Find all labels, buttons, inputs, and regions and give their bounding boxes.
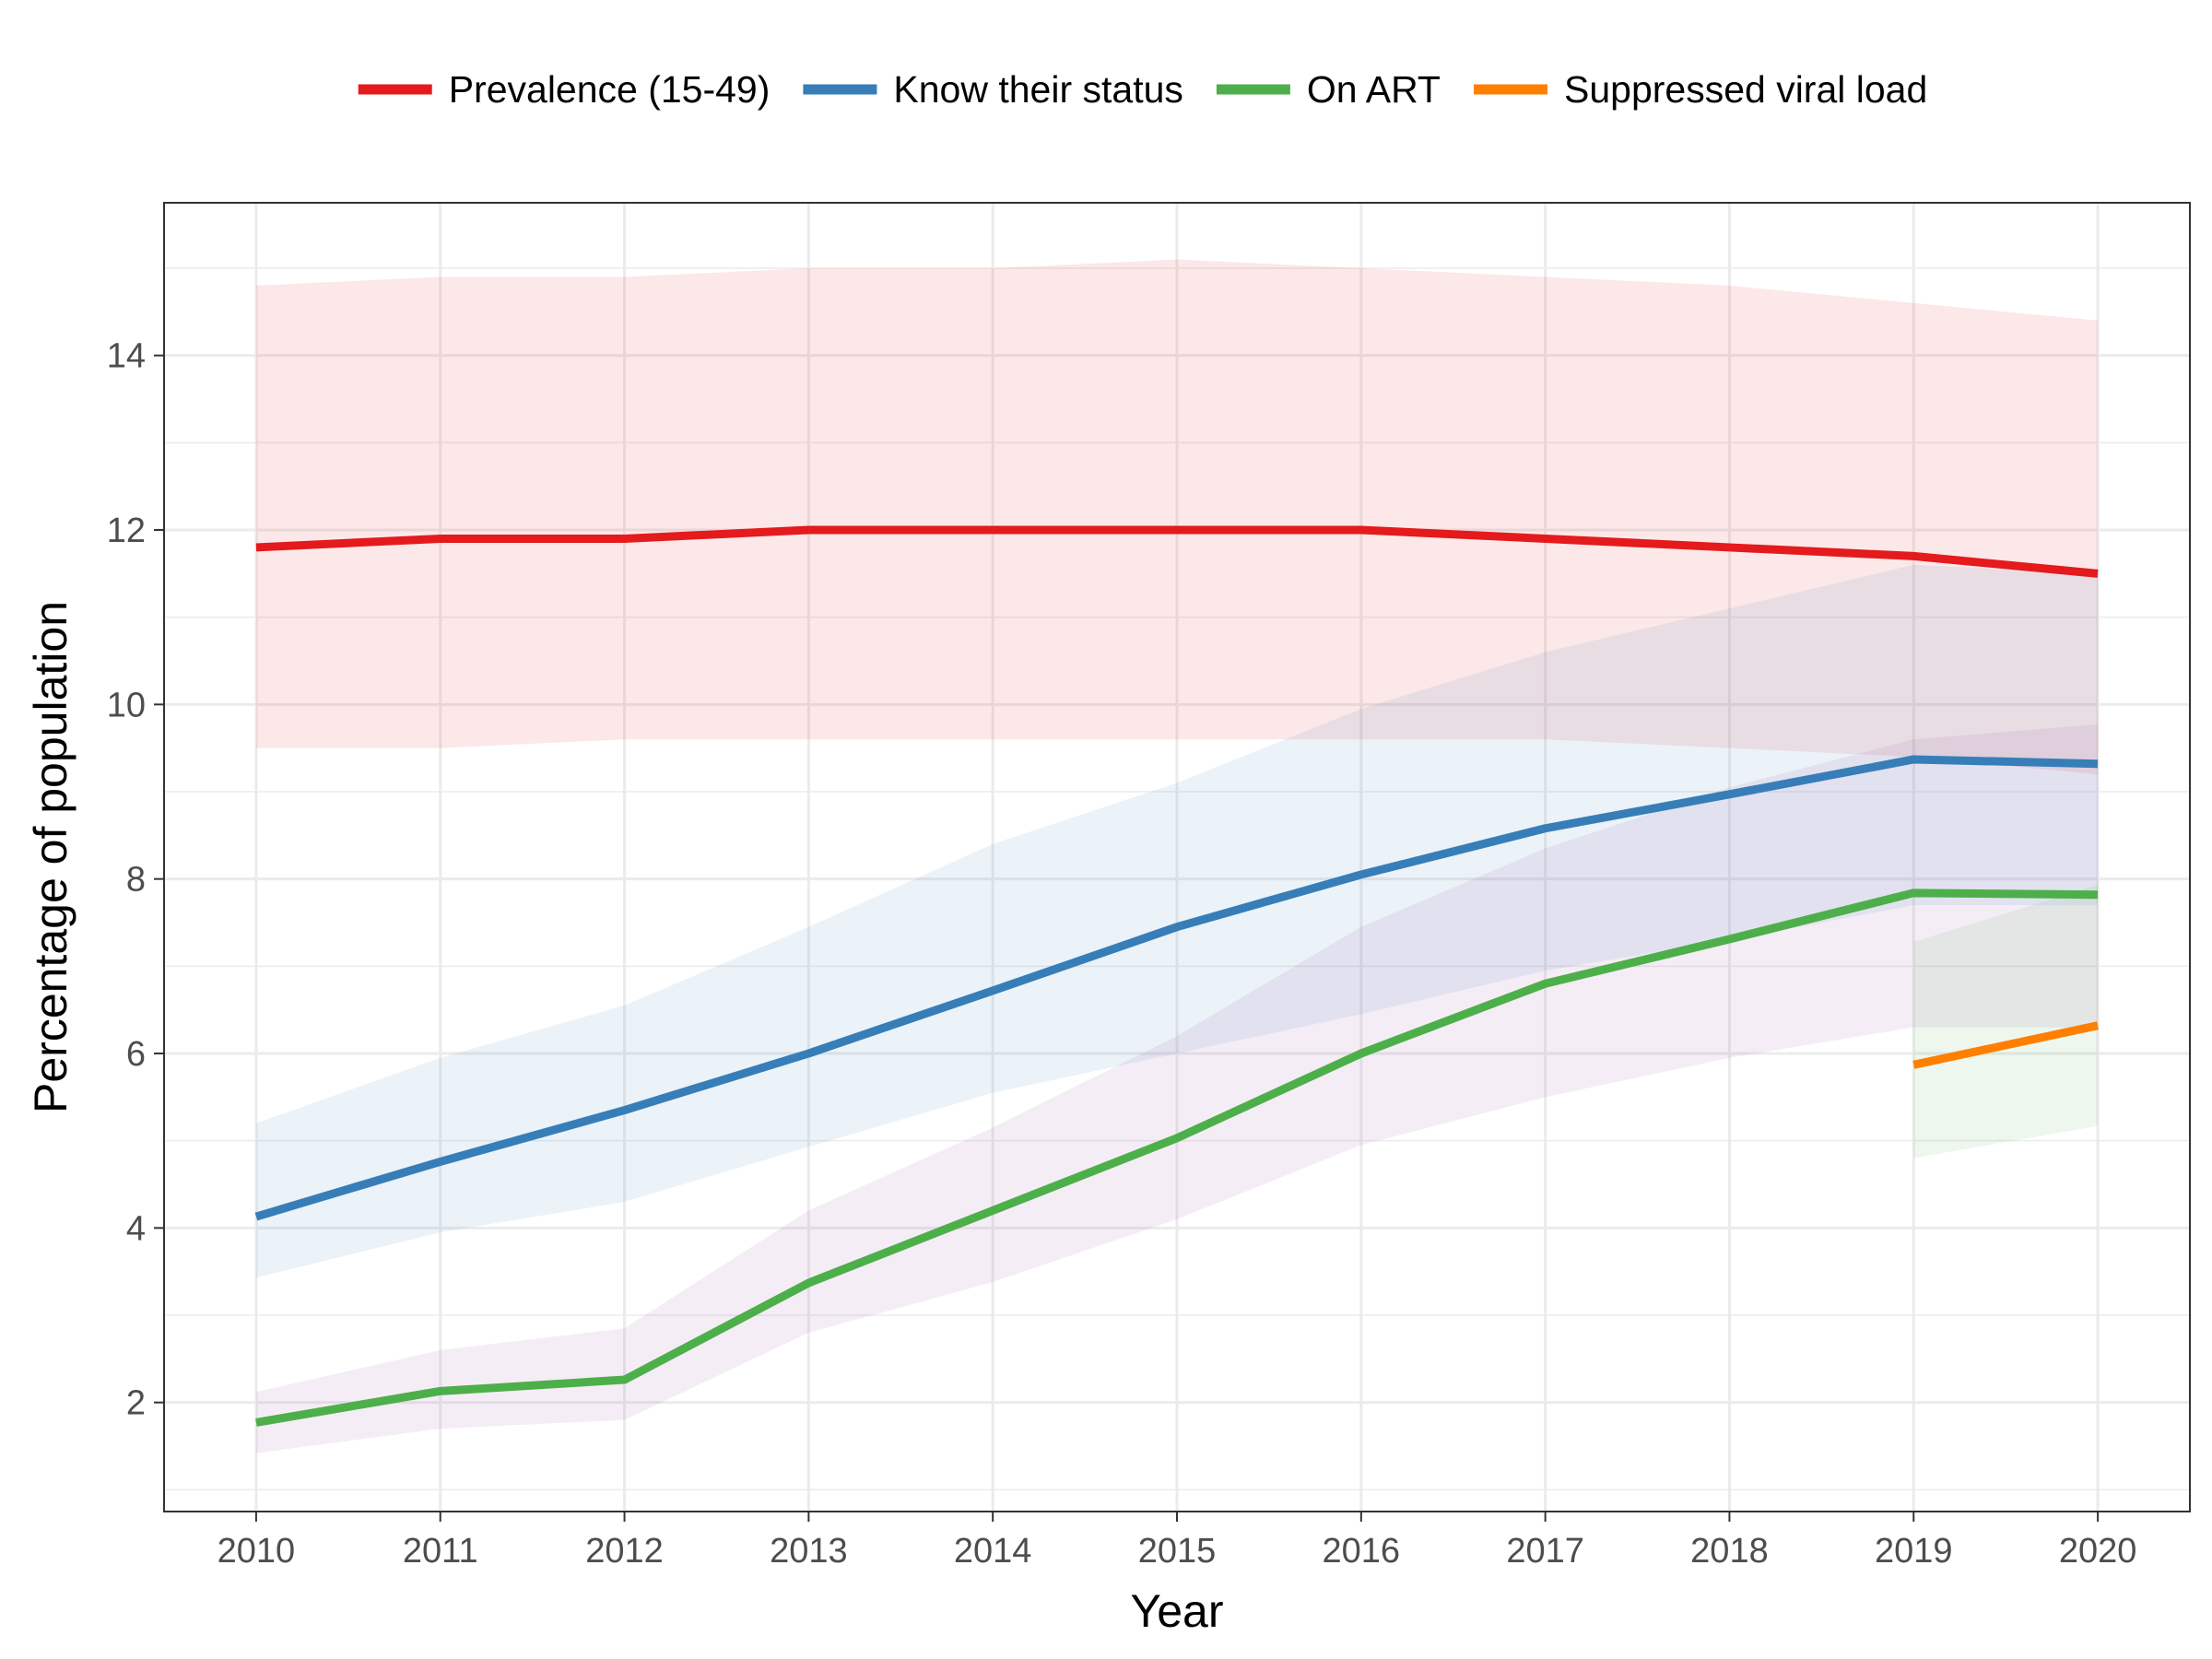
band-suppressed-viral-load [1913,885,2099,1159]
x-axis-title: Year [1130,1585,1223,1637]
y-tick-label: 8 [126,861,146,900]
legend-label: Suppressed viral load [1564,68,1927,111]
y-tick-label: 14 [107,337,146,376]
line-suppressed-viral-load [1912,1021,2100,1069]
x-tick-label: 2015 [1138,1532,1217,1571]
series-lines [254,525,2100,1427]
x-tick-label: 2011 [403,1532,478,1571]
band-on-art [255,724,2099,1453]
y-tick-label: 6 [126,1035,146,1074]
x-tick-label: 2010 [218,1532,296,1571]
x-tick-label: 2017 [1506,1532,1584,1571]
legend-label: Prevalence (15-49) [449,68,771,111]
confidence-bands [255,259,2099,1453]
y-tick-label: 12 [107,512,146,550]
x-tick-label: 2019 [1875,1532,1953,1571]
band-know-their-status [255,564,2099,1278]
axes: 2 4 6 8 10 12 14 2010 2011 2012 2013 2014 2015 2016 20… [107,337,2137,1571]
x-tick-label: 2014 [954,1532,1032,1571]
legend-label: Know their status [893,68,1183,111]
y-tick-label: 4 [126,1209,146,1248]
x-tick-label: 2020 [2059,1532,2137,1571]
x-tick-label: 2012 [585,1532,664,1571]
x-tick-label: 2016 [1323,1532,1401,1571]
y-axis-title: Percentage of population [25,601,76,1113]
y-tick-label: 10 [107,686,146,724]
legend-item-know-their-status: Know their status [803,68,1183,111]
x-tick-label: 2013 [770,1532,848,1571]
line-know-their-status [254,755,2099,1221]
x-tick-label: 2018 [1690,1532,1769,1571]
legend-item-suppressed-viral-load: Suppressed viral load [1473,68,1927,111]
line-on-art [255,888,2099,1427]
line-prevalence-15-49 [255,525,2099,578]
legend-label: On ART [1307,68,1441,111]
legend-item-on-art: On ART [1216,68,1441,111]
y-tick-label: 2 [126,1384,146,1423]
band-prevalence-15-49 [255,259,2099,775]
legend-item-prevalence-15-49: Prevalence (15-49) [358,68,771,111]
legend: Prevalence (15-49) Know their status On AR… [358,68,1927,111]
